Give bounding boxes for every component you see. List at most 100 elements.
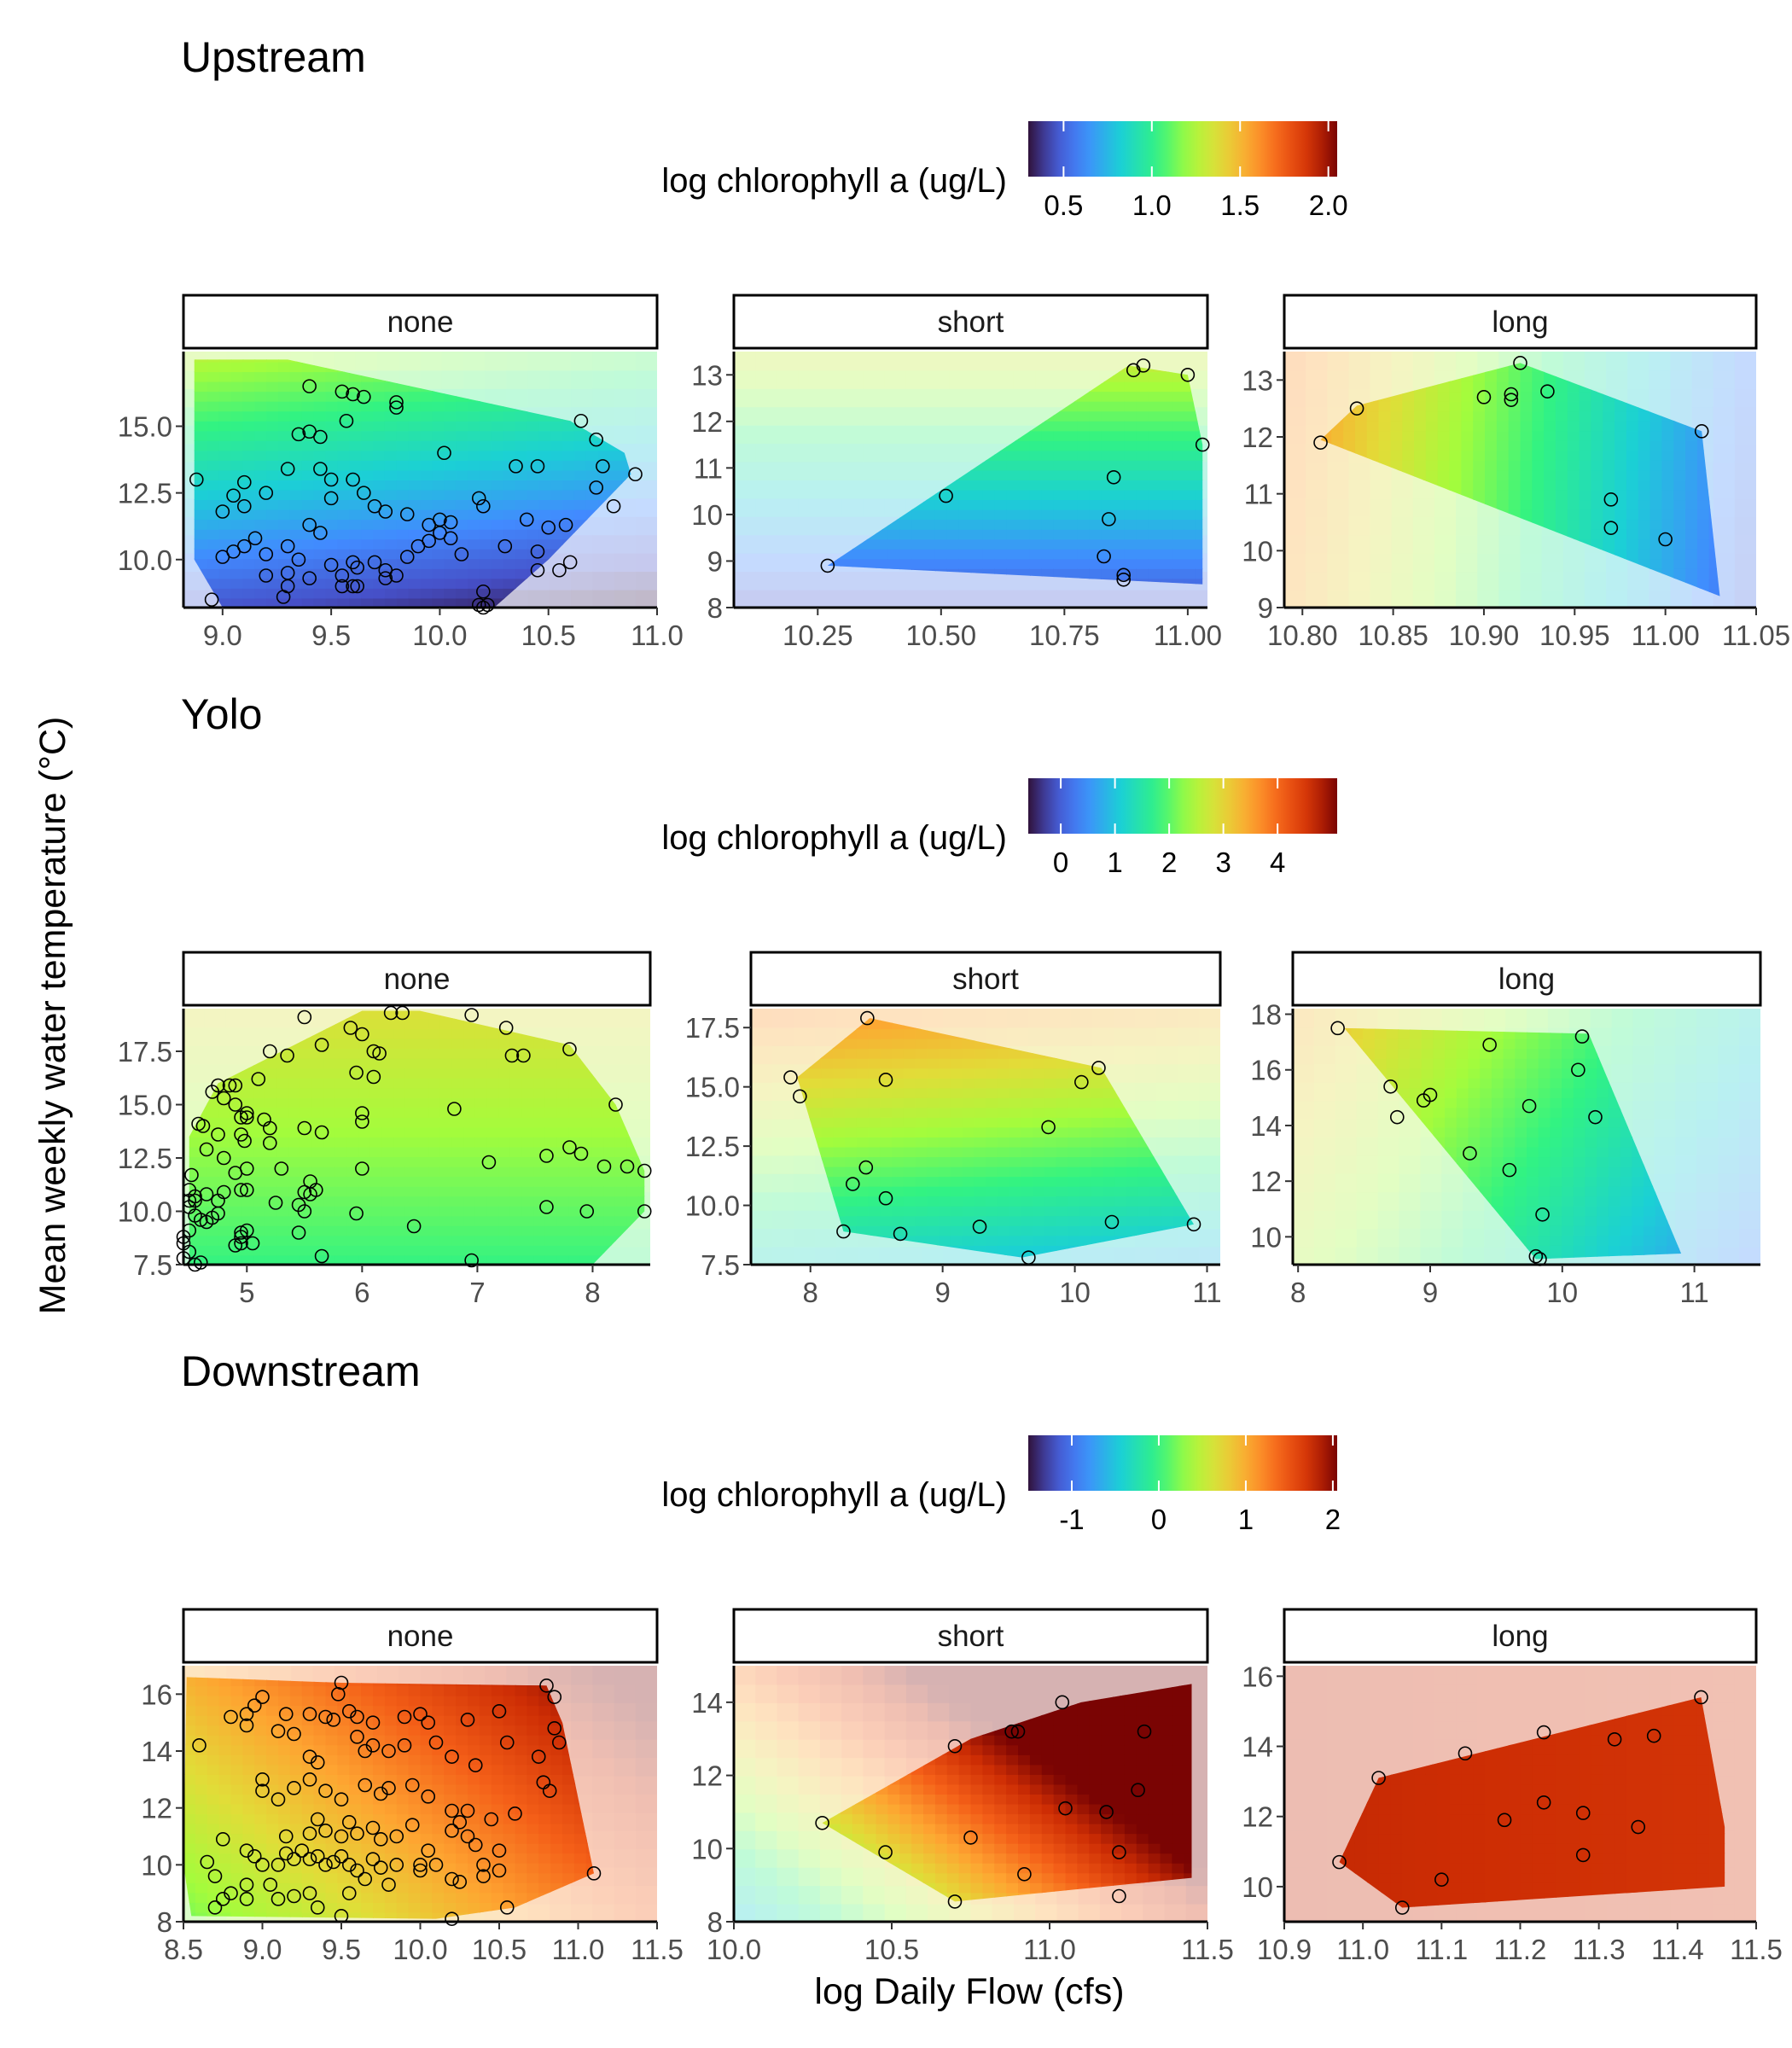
y-tick-label: 9 xyxy=(707,545,723,577)
y-tick-label: 8 xyxy=(157,1906,172,1938)
data-point xyxy=(492,1843,507,1858)
data-point xyxy=(1383,1079,1398,1094)
data-point xyxy=(357,389,371,404)
data-point xyxy=(355,1106,369,1120)
data-point xyxy=(234,1110,248,1125)
data-point xyxy=(531,1749,546,1764)
data-point xyxy=(216,1150,231,1166)
y-tick-label: 8 xyxy=(707,1906,723,1938)
data-point xyxy=(1603,521,1619,535)
data-point xyxy=(303,1187,317,1201)
data-point xyxy=(460,1803,475,1818)
x-tick-label: 8 xyxy=(1290,1277,1306,1308)
x-tick-label: 10.0 xyxy=(393,1934,447,1965)
data-point xyxy=(239,1223,254,1238)
data-point xyxy=(247,1698,262,1713)
data-point xyxy=(1476,390,1492,404)
data-point xyxy=(1394,1900,1410,1915)
section-title: Downstream xyxy=(181,1347,421,1395)
data-point xyxy=(972,1219,987,1234)
legend-tick-label: 1.5 xyxy=(1220,189,1260,221)
x-tick-label: 9.5 xyxy=(322,1934,361,1965)
data-point xyxy=(1180,367,1196,382)
x-tick-label: 11.4 xyxy=(1651,1934,1704,1965)
data-point xyxy=(963,1830,978,1845)
x-tick-label: 10 xyxy=(1546,1277,1578,1308)
data-point xyxy=(579,1204,595,1219)
panel-short: short 10.0 10.5 11.0 11.5 8 10 12 14 xyxy=(691,1608,1234,1965)
data-point xyxy=(1112,1888,1126,1904)
data-point xyxy=(389,395,404,410)
legend-title: log chlorophyll a (ug/L) xyxy=(661,162,1007,200)
data-point xyxy=(365,1852,381,1866)
data-point xyxy=(271,1892,286,1906)
section-0: Upstream log chlorophyll a (ug/L) 0.5 1.0 1.… xyxy=(118,33,1790,651)
y-tick-label: 10 xyxy=(1242,1871,1273,1903)
data-point xyxy=(216,1184,231,1200)
data-point xyxy=(228,1097,243,1112)
data-point xyxy=(573,1146,589,1161)
data-point xyxy=(259,486,274,500)
data-point xyxy=(445,1749,459,1764)
data-point xyxy=(1004,1724,1019,1739)
data-point xyxy=(271,1858,286,1872)
data-point xyxy=(1423,1087,1438,1103)
data-point xyxy=(314,1038,329,1052)
panel-none: none 8.5 9.0 9.5 10.0 10.5 11.0 11.5 8 10 12 14 16 xyxy=(141,1608,684,1965)
facet-strip-label: short xyxy=(938,305,1004,339)
x-tick-label: 10.5 xyxy=(472,1934,527,1965)
x-tick-label: 10.5 xyxy=(864,1934,919,1965)
data-point xyxy=(189,472,204,487)
data-point xyxy=(314,1248,329,1264)
data-point xyxy=(313,462,328,476)
data-point xyxy=(215,504,230,519)
data-point xyxy=(404,1818,420,1832)
data-point xyxy=(350,1730,364,1744)
data-point xyxy=(313,526,328,540)
section-title: Upstream xyxy=(181,33,366,81)
data-point xyxy=(406,1219,422,1234)
data-point xyxy=(318,1824,333,1838)
data-point xyxy=(1434,1872,1449,1887)
data-point xyxy=(1502,1162,1517,1178)
data-point xyxy=(783,1070,798,1085)
x-tick-label: 8 xyxy=(803,1277,818,1308)
data-point xyxy=(1631,1819,1646,1835)
x-tick-label: 9.0 xyxy=(203,620,242,651)
data-point xyxy=(323,557,339,573)
panel-none: none 9.0 9.5 10.0 10.5 11.0 10.0 12.5 15.0 xyxy=(118,294,684,651)
data-point xyxy=(1116,567,1132,583)
data-point xyxy=(1571,1062,1585,1078)
data-point xyxy=(428,1735,444,1750)
data-point xyxy=(234,1225,248,1240)
y-tick-label: 14 xyxy=(691,1687,723,1719)
y-tick-label: 15.0 xyxy=(118,1090,172,1121)
data-point xyxy=(365,1738,381,1753)
data-point xyxy=(271,1792,286,1807)
data-point xyxy=(326,1713,341,1727)
prediction-hull xyxy=(822,1684,1192,1902)
facet-strip-label: long xyxy=(1492,305,1548,339)
data-point xyxy=(318,1709,333,1725)
data-point xyxy=(1504,393,1519,407)
data-point xyxy=(245,1236,260,1251)
facet-strip-label: none xyxy=(384,963,451,996)
data-point xyxy=(562,1042,577,1056)
data-point xyxy=(1482,1038,1497,1052)
data-point xyxy=(207,1869,223,1883)
panel-long: long 10.9 11.0 11.1 11.2 11.3 11.4 11.5 10 12 14 16 xyxy=(1242,1608,1783,1965)
data-point xyxy=(255,1772,270,1787)
data-point xyxy=(287,1852,301,1866)
data-point xyxy=(239,1718,254,1733)
x-tick-label: 10.50 xyxy=(906,620,977,651)
data-point xyxy=(464,1008,479,1022)
data-point xyxy=(216,1091,231,1106)
data-point xyxy=(1575,1847,1591,1863)
data-point xyxy=(562,555,578,570)
data-point xyxy=(207,1900,223,1915)
data-point xyxy=(413,1863,428,1878)
data-point xyxy=(224,1709,238,1725)
x-tick-label: 10.90 xyxy=(1449,620,1520,651)
data-point xyxy=(1112,1845,1126,1859)
